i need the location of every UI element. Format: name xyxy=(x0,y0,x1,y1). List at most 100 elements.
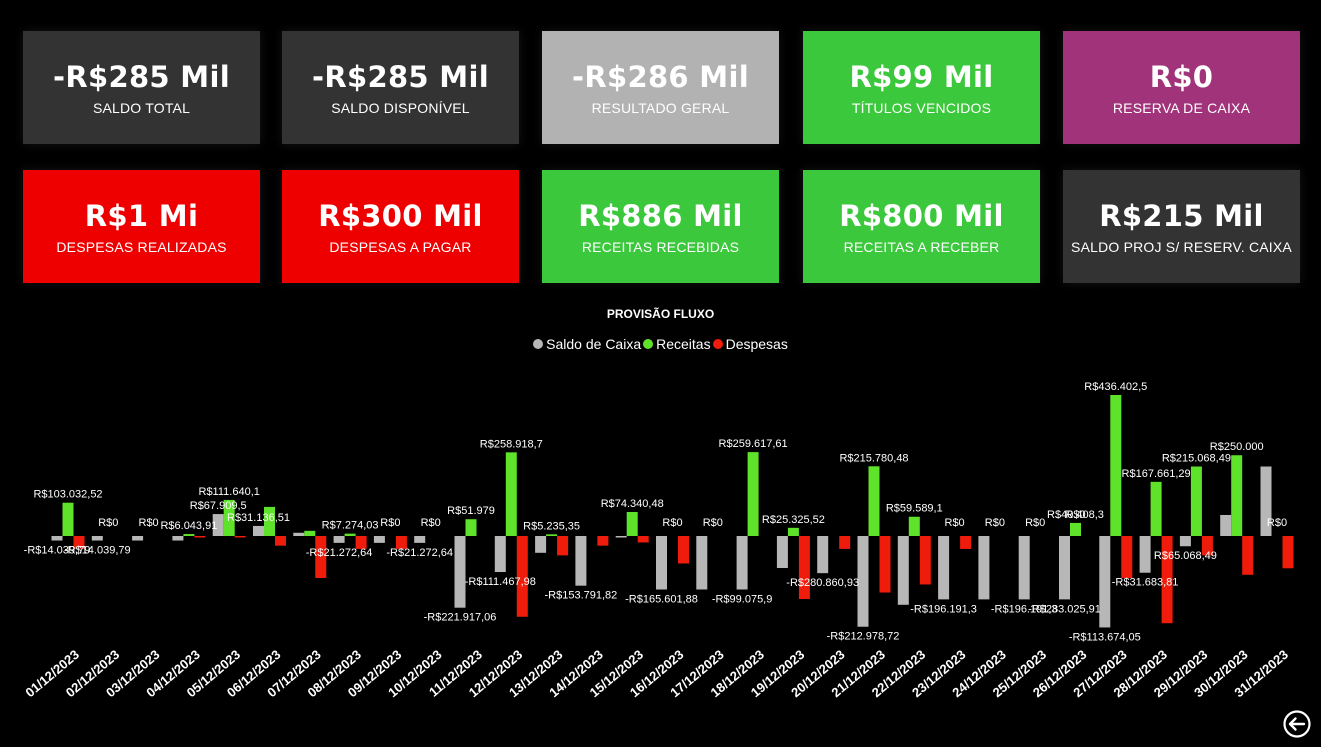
kpi-card-9[interactable]: R$800 Mil RECEITAS A RECEBER xyxy=(803,170,1040,283)
legend-label: Receitas xyxy=(656,336,711,352)
bar-saldo-de-caixa xyxy=(1018,536,1030,600)
kpi-label: RECEITAS RECEBIDAS xyxy=(581,238,740,255)
bar-saldo-de-caixa xyxy=(656,536,667,590)
kpi-card-6[interactable]: R$1 Mi DESPESAS REALIZADAS xyxy=(23,170,260,283)
data-label: R$67.909,5 xyxy=(190,500,247,512)
bar-despesas xyxy=(1161,536,1173,624)
bar-despesas xyxy=(557,536,569,556)
bar-saldo-de-caixa xyxy=(1099,536,1111,628)
bar-saldo-de-caixa xyxy=(897,536,909,605)
bar-saldo-de-caixa xyxy=(172,536,184,541)
bar-saldo-de-caixa xyxy=(333,536,345,543)
data-label: -R$31.683,81 xyxy=(1112,577,1179,589)
bar-saldo-de-caixa xyxy=(615,536,627,538)
bar-despesas xyxy=(879,536,891,593)
provisao-fluxo-chart: 01/12/202302/12/202303/12/202304/12/2023… xyxy=(22,381,1294,700)
bar-despesas xyxy=(315,536,327,579)
bar-saldo-de-caixa xyxy=(454,536,466,608)
bar-saldo-de-caixa xyxy=(373,536,385,543)
data-label: -R$165.601,88 xyxy=(625,594,698,606)
bar-despesas xyxy=(73,536,85,549)
bar-receitas xyxy=(304,530,316,536)
kpi-label: DESPESAS REALIZADAS xyxy=(56,238,227,255)
bar-saldo-de-caixa xyxy=(293,532,305,536)
kpi-card-4[interactable]: R$99 Mil TÍTULOS VENCIDOS xyxy=(803,31,1040,144)
data-label: R$250.000 xyxy=(1210,441,1264,453)
legend-dot-icon xyxy=(712,339,723,349)
bar-receitas xyxy=(465,519,477,536)
bar-despesas xyxy=(1121,536,1133,579)
kpi-card-2[interactable]: -R$285 Mil SALDO DISPONÍVEL xyxy=(282,31,519,144)
bar-saldo-de-caixa xyxy=(494,536,506,573)
bar-saldo-de-caixa xyxy=(736,536,748,590)
data-label: R$65.068,49 xyxy=(1154,550,1217,562)
data-label: -R$113.674,05 xyxy=(1069,631,1141,643)
data-label: -R$280.860,93 xyxy=(786,577,859,589)
data-label: R$215.780,48 xyxy=(839,452,908,464)
bar-despesas xyxy=(637,536,649,543)
data-label: -R$212.978,72 xyxy=(827,631,900,643)
data-label: -R$196.191,3 xyxy=(991,603,1058,615)
data-label: -R$99.075,9 xyxy=(712,594,773,606)
data-label: R$0 xyxy=(1025,517,1045,529)
kpi-card-10[interactable]: R$215 Mil SALDO PROJ S/ RESERV. CAIXA xyxy=(1063,170,1300,283)
arrow-left-circle-icon[interactable] xyxy=(1282,709,1312,739)
kpi-card-5[interactable]: R$0 RESERVA DE CAIXA xyxy=(1063,31,1300,144)
data-label: R$40.408,3 xyxy=(1047,509,1104,521)
kpi-value: R$99 Mil xyxy=(849,59,994,94)
kpi-card-1[interactable]: -R$285 Mil SALDO TOTAL xyxy=(23,31,260,144)
kpi-value: -R$286 Mil xyxy=(572,59,749,94)
data-label: R$215.068,49 xyxy=(1162,453,1231,465)
data-label: R$436.402,5 xyxy=(1084,381,1147,393)
bar-despesas xyxy=(355,536,367,549)
kpi-value: R$800 Mil xyxy=(839,198,1004,233)
kpi-card-7[interactable]: R$300 Mil DESPESAS A PAGAR xyxy=(282,170,519,283)
bar-receitas xyxy=(1150,481,1162,536)
kpi-card-3[interactable]: -R$286 Mil RESULTADO GERAL xyxy=(542,31,779,144)
legend-item[interactable]: Saldo de Caixa xyxy=(533,336,641,352)
bar-receitas xyxy=(344,533,356,536)
bar-saldo-de-caixa xyxy=(978,536,990,600)
bar-despesas xyxy=(275,536,286,546)
data-label: R$0 xyxy=(1267,517,1287,529)
bar-receitas xyxy=(868,466,880,536)
kpi-label: RESULTADO GERAL xyxy=(591,99,730,116)
data-label: R$7.274,03 xyxy=(322,520,379,532)
bar-saldo-de-caixa xyxy=(212,514,224,536)
kpi-label: SALDO DISPONÍVEL xyxy=(331,99,470,116)
data-label: -R$153.791,82 xyxy=(545,590,618,602)
data-label: R$51.979 xyxy=(447,505,495,517)
bar-receitas xyxy=(747,452,759,536)
data-label: R$0 xyxy=(1065,509,1085,521)
data-label: -R$14.039,79 xyxy=(64,545,131,557)
bar-saldo-de-caixa xyxy=(857,536,869,627)
bar-despesas xyxy=(839,536,851,549)
bar-receitas xyxy=(183,534,195,536)
bar-saldo-de-caixa xyxy=(1059,536,1070,600)
chart-legend[interactable]: Saldo de Caixa Receitas Despesas xyxy=(0,336,1321,352)
bar-saldo-de-caixa xyxy=(51,536,63,541)
kpi-card-8[interactable]: R$886 Mil RECEITAS RECEBIDAS xyxy=(542,170,779,283)
kpi-value: R$0 xyxy=(1149,59,1214,94)
kpi-label: DESPESAS A PAGAR xyxy=(329,238,472,255)
data-label: -R$221.917,06 xyxy=(424,612,497,624)
kpi-value: -R$285 Mil xyxy=(53,59,230,94)
bar-saldo-de-caixa xyxy=(1260,466,1272,536)
data-label: -R$196.191,3 xyxy=(910,603,977,615)
legend-item[interactable]: Receitas xyxy=(643,336,711,352)
kpi-label: RECEITAS A RECEBER xyxy=(843,238,1000,255)
legend-item[interactable]: Despesas xyxy=(712,336,788,352)
bar-receitas xyxy=(1190,466,1202,536)
bar-despesas xyxy=(516,536,528,617)
data-label: R$74.340,48 xyxy=(601,498,664,510)
data-label: R$0 xyxy=(945,517,965,529)
data-label: R$0 xyxy=(380,517,400,529)
data-label: R$0 xyxy=(662,517,682,529)
kpi-value: R$1 Mi xyxy=(84,198,199,233)
data-label: R$6.043,91 xyxy=(160,520,217,532)
legend-dot-icon xyxy=(643,339,654,349)
bar-receitas xyxy=(1070,522,1081,536)
bar-saldo-de-caixa xyxy=(817,536,829,574)
bar-despesas xyxy=(798,536,810,600)
bar-despesas xyxy=(1282,536,1294,569)
